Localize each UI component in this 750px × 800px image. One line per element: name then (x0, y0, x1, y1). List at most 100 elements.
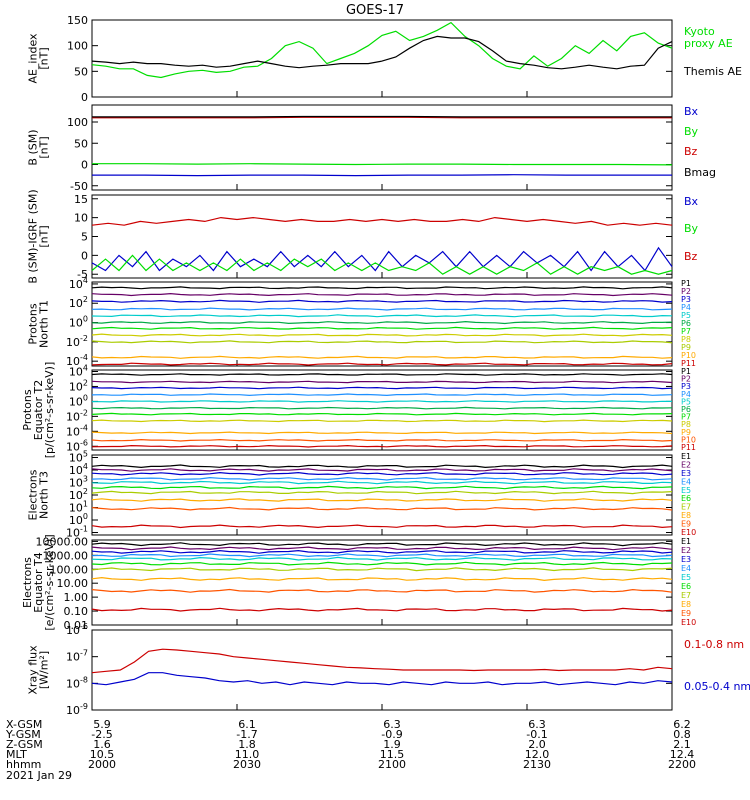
legend-label: E2 (681, 546, 691, 555)
series-line (91, 380, 673, 384)
series-line (91, 648, 673, 674)
series-line (91, 400, 673, 403)
orbit-cell: 1.6 (93, 738, 111, 751)
legend-label: E4 (681, 564, 691, 573)
series-line (91, 340, 673, 344)
series-line (91, 393, 673, 397)
orbit-cell: 6.1 (238, 718, 256, 731)
series-line (91, 468, 673, 472)
orbit-cell: 5.9 (93, 718, 111, 731)
legend-label: P8 (681, 335, 691, 344)
series-line (91, 406, 673, 410)
legend-label: P6 (681, 405, 691, 414)
y-tick-label: 102 (69, 378, 88, 393)
series-line (91, 471, 673, 476)
y-tick-label: 10-4 (66, 423, 88, 438)
orbit-row-label: Y-GSM (5, 728, 41, 741)
legend-label: E6 (681, 582, 691, 591)
legend-label: P6 (681, 319, 691, 328)
series-line (91, 216, 673, 226)
panel-7: 0.010.101.0010.00100.001000.0010000.00El… (21, 534, 696, 632)
legend-label: E8 (681, 511, 691, 520)
legend-label: E7 (681, 503, 691, 512)
series-line (91, 476, 673, 481)
legend-label: Kyoto proxy AE (684, 25, 733, 50)
series-line (91, 506, 673, 511)
orbit-cell: 1.9 (383, 738, 401, 751)
legend-label: E10 (681, 618, 696, 627)
series-line (91, 419, 673, 423)
y-tick-label: 10-6 (66, 622, 88, 637)
y-tick-label: 1.00 (64, 591, 89, 604)
orbit-cell: 1.8 (238, 738, 256, 751)
legend-label: Bmag (684, 166, 716, 179)
legend-label: P9 (681, 343, 691, 352)
series-line (91, 438, 673, 442)
series-line (91, 444, 673, 448)
series-line (91, 299, 673, 303)
legend-label: P7 (681, 413, 691, 422)
y-tick-label: 10-8 (66, 675, 88, 690)
series-line (91, 355, 673, 359)
y-tick-label: 10-7 (66, 649, 88, 664)
orbit-cell: 6.3 (528, 718, 546, 731)
y-tick-label: 0 (81, 249, 88, 262)
legend-label: E9 (681, 609, 691, 618)
y-axis-label: ProtonsNorth T1 (27, 300, 51, 348)
legend-label: E7 (681, 591, 691, 600)
y-tick-label: 104 (69, 276, 88, 291)
series-line (91, 556, 673, 561)
series-line (91, 498, 673, 502)
y-tick-label: 1000.00 (43, 549, 89, 562)
orbit-cell: 2200 (668, 758, 696, 771)
series-line (92, 174, 672, 177)
series-line (91, 35, 673, 70)
legend-label: E10 (681, 528, 696, 537)
panel-frame (91, 194, 673, 279)
panel-1: 0 50 100 150 AE_index[nT] Kyoto proxy AE Themis… (27, 14, 742, 104)
y-tick-label: 104 (69, 363, 88, 378)
legend-label: P10 (681, 351, 696, 360)
legend-label: E5 (681, 486, 691, 495)
series-line (91, 362, 673, 366)
series-line (91, 254, 673, 275)
series-line (91, 490, 673, 495)
y-tick-label: 10 (74, 212, 88, 225)
y-axis-label: ProtonsEquator T2[p/(cm²-s-sr-keV)] (21, 362, 56, 459)
orbit-cell: 0.8 (673, 728, 691, 741)
date-label: 2021 Jan 29 (6, 769, 72, 782)
panel-2: -50 0 50 100 B (SM)[nT] Bx By Bz Bmag (27, 104, 716, 193)
y-tick-label: -5 (77, 268, 88, 281)
legend-label: Bx (684, 195, 699, 208)
orbit-cell: 6.2 (673, 718, 691, 731)
y-tick-label: 100 (67, 40, 88, 53)
orbit-cell: 11.0 (235, 748, 260, 761)
legend-label: P11 (681, 443, 696, 452)
orbit-cell: 2030 (233, 758, 261, 771)
legend-label: P9 (681, 428, 691, 437)
panel-frame (91, 19, 673, 98)
legend-label: E6 (681, 494, 691, 503)
y-tick-label: 50 (74, 65, 88, 78)
orbit-row-label: MLT (6, 748, 27, 761)
orbit-cell: 12.4 (670, 748, 695, 761)
series-line (91, 672, 673, 686)
y-axis-label: ElectronsEquator T4[e/(cm²-s-sr-keV)] (21, 534, 56, 630)
y-tick-label: 5 (81, 231, 88, 244)
orbit-row-label: Z-GSM (6, 738, 43, 751)
series-line (91, 607, 673, 612)
series-line (91, 292, 673, 297)
y-tick-label: 50 (74, 137, 88, 150)
legend-label: Bz (684, 145, 698, 158)
orbit-row-label: hhmm (6, 758, 41, 771)
legend-label: E5 (681, 573, 691, 582)
plot-title: GOES-17 (346, 3, 404, 18)
legend-label: P3 (681, 382, 691, 391)
y-tick-label: 100 (69, 315, 88, 330)
legend-label: P8 (681, 420, 691, 429)
legend-label: P11 (681, 359, 696, 368)
legend-label: P10 (681, 435, 696, 444)
